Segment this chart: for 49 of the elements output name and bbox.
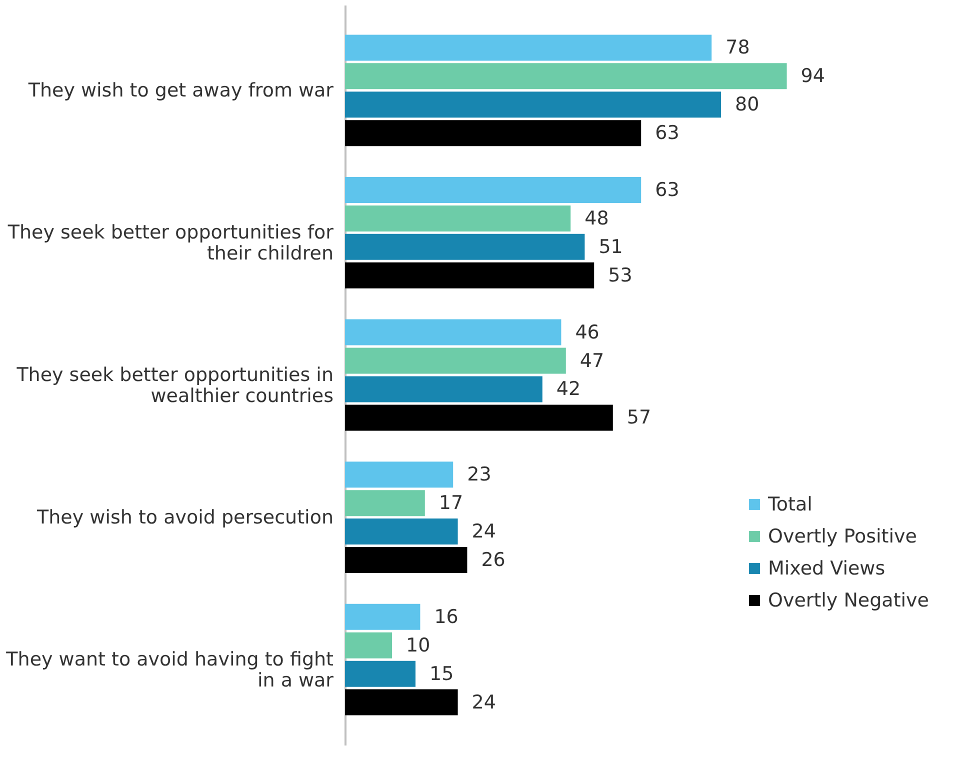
data-label: 17 bbox=[438, 492, 464, 514]
data-label: 57 bbox=[626, 406, 652, 429]
bar bbox=[345, 120, 642, 146]
data-label: 24 bbox=[472, 691, 496, 714]
legend-label: Overtly Positive bbox=[768, 526, 917, 548]
data-label: 42 bbox=[556, 378, 581, 400]
bar bbox=[345, 63, 787, 90]
legend-label: Total bbox=[767, 494, 812, 516]
data-label: 16 bbox=[434, 606, 458, 628]
legend-label: Overtly Negative bbox=[768, 590, 929, 612]
y-tick-label: They seek better opportunities for their children bbox=[6, 222, 334, 265]
y-tick-label: They want to avoid having to fight in a war bbox=[5, 648, 334, 692]
data-label: 53 bbox=[608, 264, 632, 286]
bar bbox=[345, 262, 594, 288]
y-tick-label: They wish to get away from war bbox=[27, 79, 334, 102]
y-tick-label: They wish to avoid persecution bbox=[36, 506, 334, 528]
data-label: 15 bbox=[430, 662, 454, 685]
y-tick-label: They seek better opportunities in wealthier countries bbox=[16, 364, 334, 407]
data-label: 63 bbox=[655, 122, 680, 144]
bar bbox=[345, 518, 458, 545]
bar bbox=[345, 404, 613, 431]
bar bbox=[345, 462, 454, 488]
bar bbox=[345, 660, 416, 687]
data-label: 78 bbox=[726, 36, 750, 59]
bar bbox=[345, 376, 542, 402]
data-label: 46 bbox=[575, 321, 600, 344]
bar bbox=[345, 177, 642, 203]
data-label: 51 bbox=[598, 236, 623, 258]
bar bbox=[345, 348, 566, 374]
data-label: 48 bbox=[584, 207, 609, 230]
bar bbox=[345, 490, 425, 516]
bar bbox=[345, 34, 712, 61]
data-label: 94 bbox=[800, 65, 825, 88]
legend-label: Mixed Views bbox=[768, 558, 886, 580]
bar bbox=[345, 234, 585, 260]
data-label: 24 bbox=[472, 520, 496, 543]
bar bbox=[345, 547, 468, 573]
data-label: 10 bbox=[406, 634, 430, 656]
bar bbox=[345, 92, 721, 118]
bar bbox=[345, 689, 458, 716]
data-label: 63 bbox=[655, 179, 680, 201]
bar bbox=[345, 319, 562, 346]
data-label: 23 bbox=[467, 464, 492, 486]
data-label: 80 bbox=[735, 94, 760, 116]
bar bbox=[345, 632, 392, 658]
data-label: 26 bbox=[481, 549, 506, 571]
data-label: 47 bbox=[580, 350, 604, 372]
bar bbox=[345, 205, 571, 232]
bar bbox=[345, 604, 420, 630]
